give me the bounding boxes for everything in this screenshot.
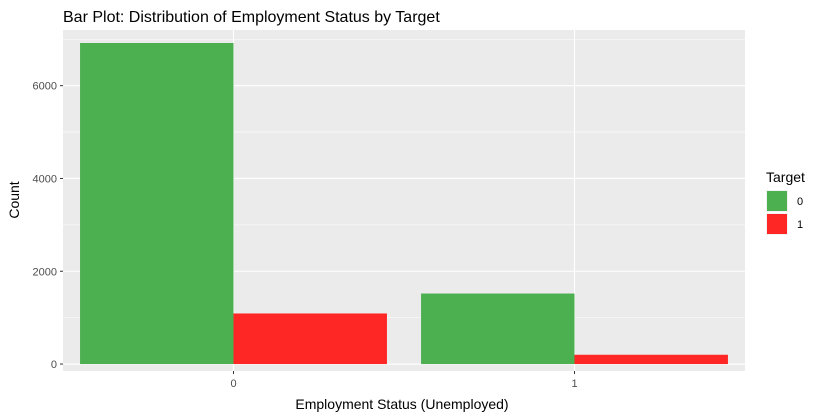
bar-1-target-0 (421, 293, 575, 365)
y-axis-title: Count (6, 181, 22, 218)
bar-1-target-1 (574, 354, 728, 365)
legend-label-1: 1 (797, 219, 803, 231)
y-tick-label: 0 (51, 359, 57, 371)
x-tick-label: 1 (571, 378, 577, 390)
y-tick-label: 4000 (33, 173, 57, 185)
legend-label-0: 0 (797, 196, 803, 208)
bars (80, 42, 728, 365)
bar-0-target-0 (80, 42, 234, 365)
legend-title: Target (766, 169, 805, 185)
legend: Target 0 1 (766, 169, 805, 235)
x-axis-title: Employment Status (Unemployed) (295, 396, 508, 412)
bar-0-target-1 (233, 313, 387, 365)
legend-swatch-0 (767, 191, 787, 211)
x-tick-label: 0 (230, 378, 236, 390)
y-axis: 0 2000 4000 6000 (33, 81, 63, 371)
legend-swatch-1 (767, 214, 787, 234)
y-tick-label: 2000 (33, 266, 57, 278)
chart-title: Bar Plot: Distribution of Employment Sta… (63, 9, 440, 26)
y-tick-label: 6000 (33, 81, 57, 93)
